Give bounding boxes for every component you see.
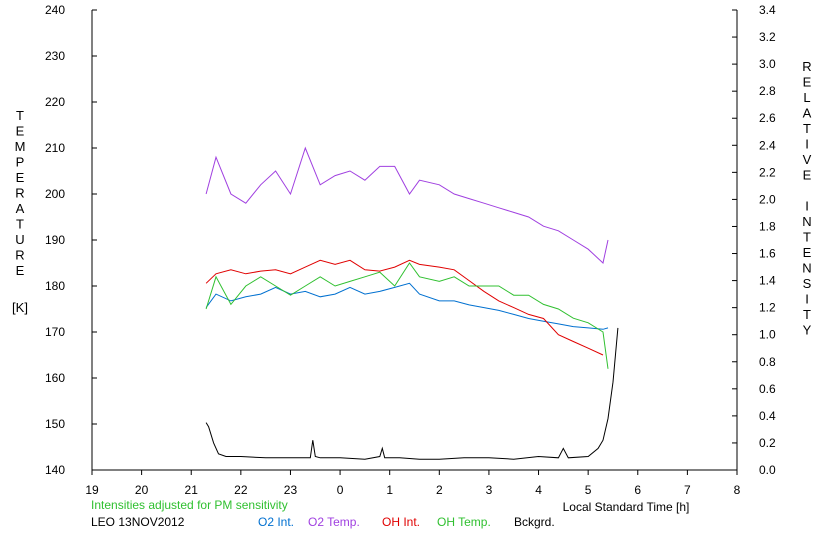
left-axis-letter: R — [15, 248, 24, 263]
legend-o2-temp: O2 Temp. — [308, 515, 360, 529]
right-tick-label: 2.6 — [759, 111, 776, 125]
left-axis-letter: T — [16, 217, 24, 232]
right-axis-letter: N — [802, 261, 811, 276]
series-oh-temp-line — [205, 262, 609, 369]
left-axis-letter: T — [16, 108, 24, 123]
right-axis-ticks: 0.0 0.2 0.4 0.6 0.8 1.0 1.2 1.4 1.6 1.8 2.0 2.2 2.4 2… — [732, 3, 776, 477]
right-tick-label: 3.0 — [759, 57, 776, 71]
right-axis-letter: L — [803, 90, 810, 105]
left-tick-label: 220 — [45, 95, 65, 109]
x-tick-label: 4 — [535, 483, 542, 497]
left-tick-label: 170 — [45, 325, 65, 339]
legend-oh-int: OH Int. — [382, 515, 420, 529]
left-tick-label: 150 — [45, 417, 65, 431]
right-tick-label: 1.8 — [759, 219, 776, 233]
right-axis-letter: I — [805, 137, 809, 152]
x-tick-label: 0 — [337, 483, 344, 497]
right-axis-letter: S — [803, 276, 812, 291]
series-bckgrd-line — [205, 327, 619, 460]
right-axis-letter: T — [803, 121, 811, 136]
x-tick-label: 2 — [436, 483, 443, 497]
right-axis-letter: E — [803, 168, 812, 183]
right-tick-label: 1.6 — [759, 247, 776, 261]
right-axis-letter: T — [803, 230, 811, 245]
x-tick-label: 1 — [386, 483, 393, 497]
series-oh-int-line — [205, 259, 604, 356]
left-axis-letter: A — [16, 201, 25, 216]
right-tick-label: 3.2 — [759, 30, 776, 44]
legend-oh-temp: OH Temp. — [437, 515, 491, 529]
right-axis-letter: A — [803, 106, 812, 121]
right-axis-letter: N — [802, 214, 811, 229]
pm-sensitivity-note: Intensities adjusted for PM sensitivity — [91, 498, 288, 512]
x-tick-label: 19 — [85, 483, 99, 497]
right-axis-letter: I — [805, 199, 809, 214]
right-tick-label: 1.4 — [759, 274, 776, 288]
right-tick-label: 0.8 — [759, 355, 776, 369]
right-tick-label: 2.4 — [759, 138, 776, 152]
left-tick-label: 230 — [45, 49, 65, 63]
x-tick-label: 5 — [585, 483, 592, 497]
left-axis-letter: E — [16, 124, 25, 139]
left-tick-label: 200 — [45, 187, 65, 201]
x-tick-label: 23 — [284, 483, 298, 497]
legend: O2 Int. O2 Temp. OH Int. OH Temp. Bckgrd. — [258, 515, 555, 529]
right-axis-letter: E — [803, 75, 812, 90]
x-tick-label: 3 — [486, 483, 493, 497]
left-tick-label: 190 — [45, 233, 65, 247]
right-axis-letter: T — [803, 307, 811, 322]
x-axis-ticks: 19 20 21 22 23 0 1 2 3 4 5 6 7 8 — [85, 470, 741, 497]
left-axis-letter: E — [16, 170, 25, 185]
axes — [91, 10, 738, 471]
plot-series — [205, 146, 619, 460]
left-tick-label: 160 — [45, 371, 65, 385]
right-tick-label: 0.6 — [759, 382, 776, 396]
x-tick-label: 7 — [684, 483, 691, 497]
right-axis-letter: R — [802, 59, 811, 74]
left-tick-label: 210 — [45, 141, 65, 155]
right-axis-letter: Y — [803, 323, 812, 338]
x-tick-label: 6 — [634, 483, 641, 497]
left-tick-label: 240 — [45, 3, 65, 17]
x-axis-label: Local Standard Time [h] — [563, 500, 690, 514]
right-tick-label: 0.2 — [759, 436, 776, 450]
right-tick-label: 0.0 — [759, 463, 776, 477]
right-axis-letter: V — [803, 152, 812, 167]
x-tick-label: 22 — [234, 483, 248, 497]
series-o2-temp-line — [205, 146, 609, 264]
right-tick-label: 2.2 — [759, 165, 776, 179]
left-axis-letter: R — [15, 186, 24, 201]
left-axis-letter: U — [15, 232, 24, 247]
x-tick-label: 21 — [185, 483, 199, 497]
right-tick-label: 3.4 — [759, 3, 776, 17]
legend-o2-int: O2 Int. — [258, 515, 294, 529]
right-tick-label: 2.0 — [759, 192, 776, 206]
legend-bckgrd: Bckgrd. — [514, 515, 555, 529]
right-tick-label: 1.2 — [759, 301, 776, 315]
left-tick-label: 140 — [45, 463, 65, 477]
left-tick-label: 180 — [45, 279, 65, 293]
left-axis-unit: [K] — [12, 300, 28, 315]
right-tick-label: 1.0 — [759, 328, 776, 342]
right-tick-label: 0.4 — [759, 409, 776, 423]
left-axis-letter: P — [16, 155, 25, 170]
x-tick-label: 8 — [734, 483, 741, 497]
station-label: LEO 13NOV2012 — [91, 515, 185, 529]
left-axis-letter: M — [15, 139, 26, 154]
left-axis-letter: E — [16, 263, 25, 278]
x-tick-label: 20 — [135, 483, 149, 497]
series-o2-int-line — [205, 282, 609, 330]
right-axis-letter: I — [805, 292, 809, 307]
right-tick-label: 2.8 — [759, 84, 776, 98]
left-axis-ticks: 140 150 160 170 180 190 200 210 220 230 240 — [45, 3, 97, 477]
right-axis-letter: E — [803, 245, 812, 260]
